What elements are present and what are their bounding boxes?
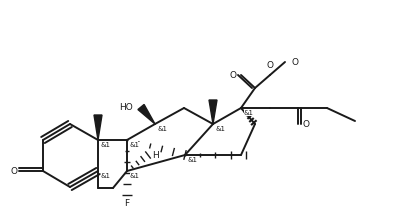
- Text: &1: &1: [130, 142, 140, 148]
- Text: F: F: [124, 199, 129, 208]
- Text: &1: &1: [101, 173, 111, 179]
- Text: O: O: [10, 167, 17, 175]
- Polygon shape: [94, 115, 102, 140]
- Polygon shape: [209, 100, 217, 124]
- Text: O: O: [267, 61, 274, 70]
- Text: &1: &1: [244, 110, 254, 116]
- Text: &1: &1: [101, 142, 111, 148]
- Text: O: O: [229, 70, 236, 80]
- Text: HO: HO: [119, 102, 133, 111]
- Text: &1: &1: [216, 126, 226, 132]
- Text: O: O: [302, 119, 309, 128]
- Text: &1: &1: [130, 173, 140, 179]
- Text: O: O: [292, 58, 299, 66]
- Text: H: H: [152, 150, 159, 160]
- Text: &1: &1: [158, 126, 168, 132]
- Polygon shape: [138, 104, 155, 124]
- Text: &1: &1: [188, 157, 198, 163]
